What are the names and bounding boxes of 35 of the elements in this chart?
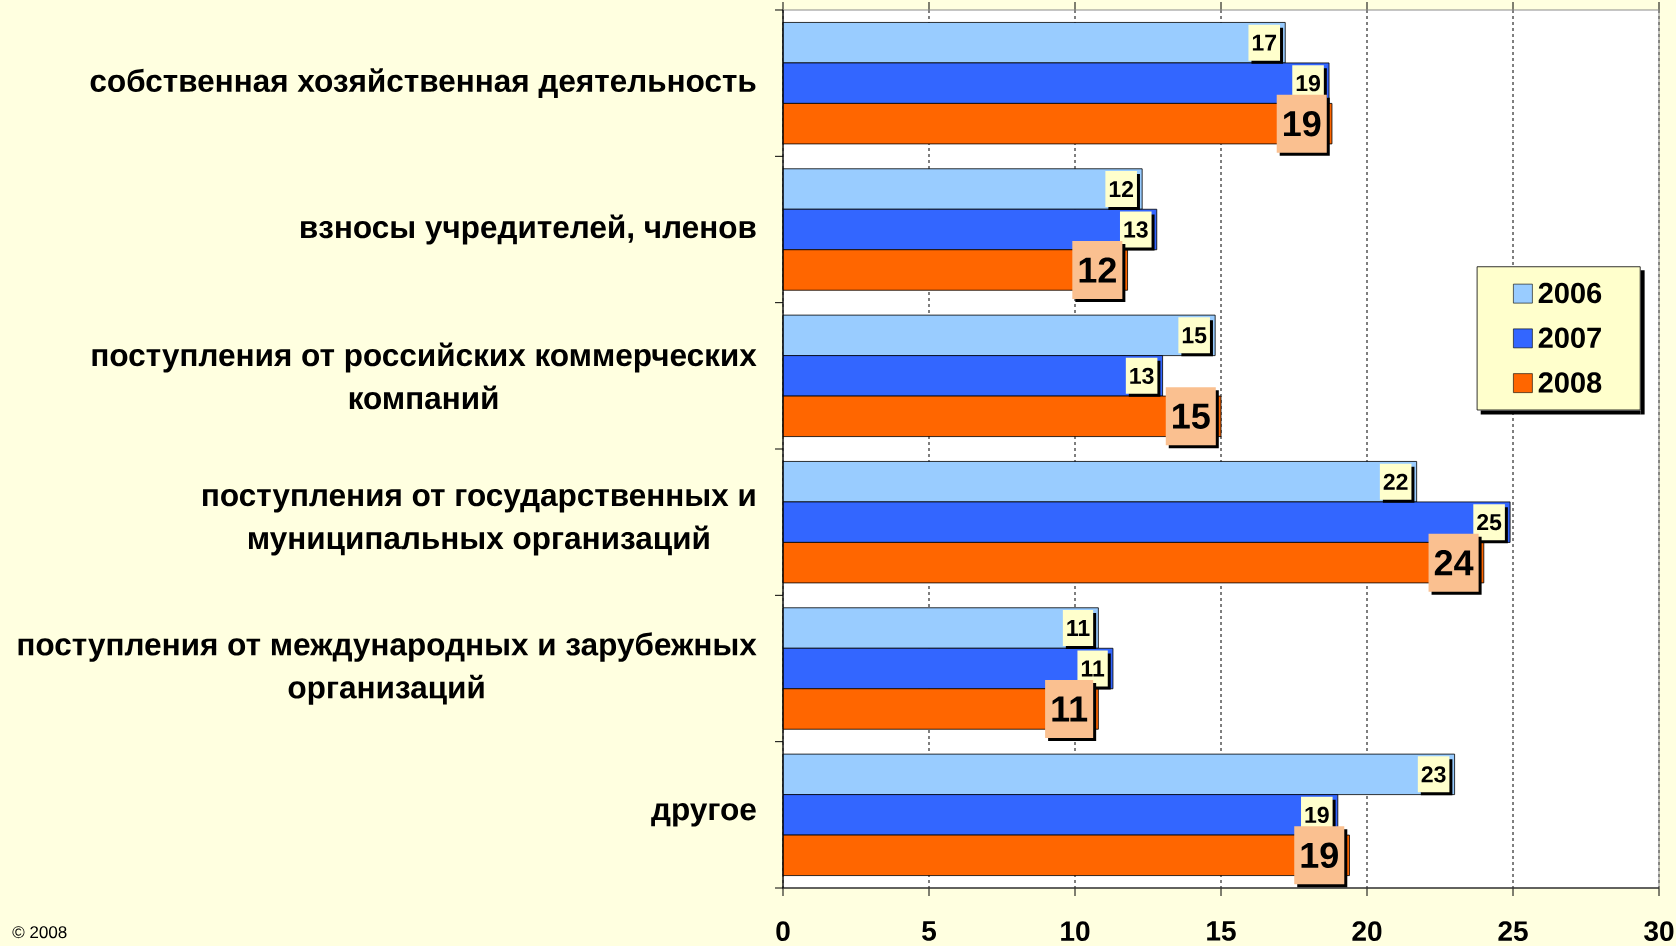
data-label: 11	[1052, 696, 1088, 722]
data-label: 25	[1477, 514, 1502, 531]
data-label: 12	[1109, 180, 1134, 198]
y-tick-label: собственная хозяйственная деятельность	[90, 68, 756, 99]
data-label: 11	[1081, 660, 1105, 677]
data-label: 13	[1124, 221, 1148, 238]
data-label: 19	[1296, 75, 1320, 92]
y-tick-label: взносы учредителей, членов	[301, 214, 756, 245]
data-label: 13	[1130, 367, 1154, 384]
data-label: 12	[1079, 257, 1116, 283]
data-label: 17	[1252, 34, 1277, 51]
x-tick-label: 20	[1352, 921, 1382, 942]
y-tick-label: другое	[651, 803, 756, 827]
x-tick-label: 5	[922, 921, 936, 941]
y-tick-label: поступления от российских коммерческих компаний	[92, 342, 757, 410]
text: © 2008	[12, 926, 67, 939]
data-label: 19	[1305, 806, 1329, 823]
data-label: 22	[1383, 473, 1408, 490]
x-tick-label: 0	[776, 921, 790, 942]
data-label: 19	[1301, 842, 1338, 869]
data-label: 15	[1182, 327, 1207, 344]
x-tick-label: 15	[1207, 921, 1236, 941]
data-label: 15	[1173, 403, 1210, 429]
data-label: 23	[1421, 766, 1446, 783]
legend-label: 2006	[1538, 282, 1602, 304]
y-tick-label: поступления от государственных и муниципальных организаций	[203, 488, 755, 556]
data-label: 11	[1067, 620, 1090, 636]
x-tick-label: 10	[1061, 921, 1090, 942]
legend-label: 2008	[1538, 372, 1602, 393]
x-tick-label: 25	[1498, 921, 1528, 942]
data-label: 19	[1283, 110, 1321, 137]
x-tick-label: 30	[1644, 921, 1674, 942]
data-label: 24	[1434, 550, 1474, 576]
y-tick-label: поступления от международных и зарубежных организаций	[18, 632, 757, 705]
legend-label: 2007	[1538, 327, 1601, 349]
